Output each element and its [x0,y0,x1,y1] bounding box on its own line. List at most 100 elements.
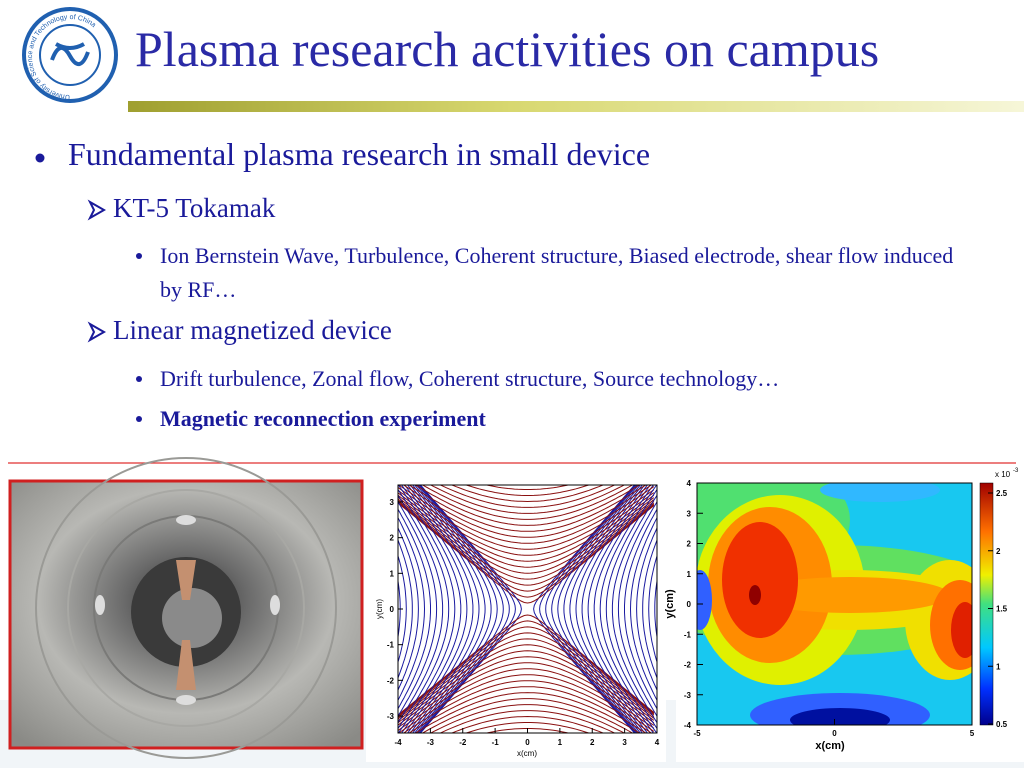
colorbar-tick-label: 1 [996,662,1001,671]
x-tick-label: -5 [693,729,701,738]
field-line [398,488,450,730]
separatrix-line [414,485,641,526]
field-line [398,538,413,680]
bullet-text: KT-5 Tokamak [113,193,276,223]
x-tick-label: 2 [590,738,595,747]
separatrix-line [484,728,571,733]
separatrix-line [398,674,655,733]
separatrix-line [398,485,655,544]
separatrix-line [398,644,655,722]
field-line [398,578,401,640]
y-tick-label: -2 [684,661,692,670]
separatrix-line [398,668,655,732]
bullet-text: Magnetic reconnection experiment [160,406,486,431]
field-line [398,494,444,724]
header-band [0,101,1024,112]
colorbar-tick-label: 1.5 [996,605,1008,614]
separatrix-line [398,494,655,568]
bullet-text: Drift turbulence, Zonal flow, Coherent s… [160,366,780,391]
colorbar [979,482,994,726]
separatrix-line [398,650,655,724]
separatrix-line [421,485,634,520]
bullet-marker [136,253,142,259]
x-tick-label: 5 [970,729,975,738]
y-tick-label: -4 [684,721,692,730]
x-axis-label: x(cm) [517,749,537,758]
field-line [398,516,426,702]
field-line [654,578,657,640]
separatrix-line [398,502,655,604]
separatrix-line [398,656,655,726]
y-tick-label: -3 [387,712,395,721]
field-line [398,500,438,718]
field-line [407,485,474,733]
separatrix-line [398,500,655,586]
arrow-marker [87,199,107,221]
field-lines [398,485,657,733]
bullet-marker [35,153,45,163]
field-line [557,485,640,733]
slide-title: Plasma research activities on campus [135,21,880,77]
separatrix-line [484,485,571,490]
bullet-marker [136,376,142,382]
colorbar-tick-label: 2 [996,547,1001,556]
separatrix-line [398,496,655,574]
field-line [401,485,462,733]
separatrix-line [421,698,634,733]
field-line [569,485,643,733]
colorbar-tick-label: 2.5 [996,489,1008,498]
y-axis-label: y(cm) [375,599,384,619]
separatrix-line [450,485,605,503]
x-tick-label: -1 [492,738,500,747]
y-tick-label: 1 [687,570,692,579]
bullet-marker [136,416,142,422]
y-tick-label: -3 [684,691,692,700]
y-tick-label: -2 [387,676,395,685]
field-line [404,485,468,733]
field-line [414,485,492,733]
field-line [587,485,651,733]
separatrix-line [429,704,626,733]
field-line [617,500,657,718]
x-tick-label: -2 [459,738,467,747]
separatrix-line [398,492,655,562]
bullet-text: Linear magnetized device [113,315,392,345]
separatrix-line [464,485,591,496]
field-line [642,538,657,680]
separatrix-line [450,715,605,733]
field-line [539,485,636,733]
arrow-marker [87,321,107,343]
field-line [398,508,431,710]
separatrix-line [414,692,641,733]
x-tick-label: 1 [558,738,563,747]
field-line [398,526,419,692]
separatrix-line [398,662,655,729]
field-line [415,485,498,733]
colorbar-multiplier: x 10 [995,470,1011,479]
field-line [605,488,657,730]
separatrix-line [398,632,655,718]
colorbar-tick-label: 0.5 [996,720,1008,729]
field-line [563,485,641,733]
field-line [581,485,648,733]
separatrix-line [398,486,655,550]
y-tick-label: 3 [390,498,395,507]
field-line [611,494,657,724]
field-line [575,485,646,733]
field-line [412,485,486,733]
x-tick-label: -4 [394,738,402,747]
field-line [398,485,456,733]
field-line [636,526,657,692]
x-axis-label: x(cm) [815,740,845,752]
field-line [648,554,657,664]
x-tick-label: 4 [655,738,660,747]
y-tick-label: 0 [687,600,692,609]
y-tick-label: 2 [390,534,395,543]
field-line [593,485,654,733]
y-axis-label: y(cm) [664,589,676,619]
field-line [398,554,407,664]
field-line [409,485,480,733]
x-tick-label: 0 [832,729,837,738]
